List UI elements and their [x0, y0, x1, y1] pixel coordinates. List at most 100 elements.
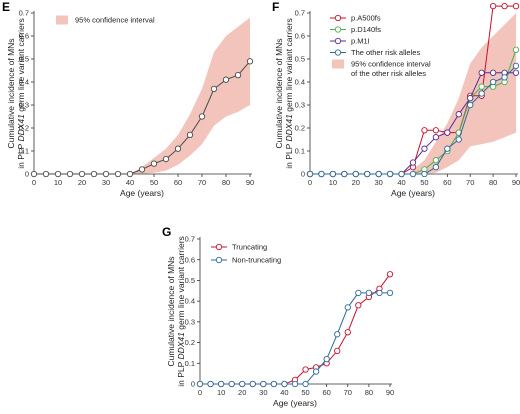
- panel-g-series-non-truncating-point: [249, 380, 256, 388]
- panel-f-series-the-other-risk-alleles-point: [455, 136, 462, 143]
- panel-e-x-tick-label: 60: [174, 178, 182, 187]
- panel-f-x-tick-label: 60: [443, 178, 451, 187]
- panel-e-series-cumulative-incidence-point: [66, 170, 74, 178]
- panel-g-series-non-truncating-point: [334, 331, 341, 338]
- panel-f-legend-entry: The other risk alleles: [351, 48, 420, 57]
- panel-e-series-cumulative-incidence-point: [30, 170, 38, 178]
- panel-g-legend-entry: Non-truncating: [232, 256, 281, 265]
- panel-g-series-truncating-point: [386, 271, 394, 278]
- panel-f-legend-marker: [334, 14, 342, 22]
- panel-f-legend: p.A500fs p.D140fs p.M1I The other risk alle…: [330, 14, 431, 78]
- panel-f-legend-entry: p.M1I: [351, 37, 370, 46]
- panel-e-x-tick-label: 0: [32, 178, 36, 187]
- panel-g-series-non-truncating-point: [228, 380, 235, 388]
- panel-g-legend-marker: [215, 256, 223, 264]
- panel-f: F 0 0.1 0.2 0.3 0.4 0.5 0.6 0.7 0 10 20 30 40 50 60 70 80…: [272, 0, 520, 198]
- panel-f-legend-band-swatch: [332, 59, 344, 69]
- panel-f-x-tick-label: 0: [308, 178, 312, 187]
- panel-g-legend-entry: Truncating: [232, 243, 267, 252]
- panel-f-series-p-a500fs-point: [489, 2, 497, 10]
- panel-e-legend: 95% confidence interval: [56, 15, 155, 25]
- panel-e-series-cumulative-incidence-point: [234, 71, 242, 79]
- panel-e-series-cumulative-incidence-point: [90, 170, 98, 178]
- panel-f-x-tick-label: 70: [466, 178, 474, 187]
- panel-g-y-tick-label: 0.1: [185, 359, 195, 368]
- panel-f-series-p-m1i-point: [421, 145, 428, 152]
- panel-g-series-non-truncating-point: [239, 380, 246, 388]
- panel-e-x-tick-label: 80: [222, 178, 230, 187]
- panel-e-series-cumulative-incidence-point: [42, 170, 50, 178]
- panel-e-y-tick-label: 0.2: [19, 124, 29, 133]
- panel-f-y-tick-label: 0.7: [295, 9, 305, 18]
- panel-f-series-p-d140fs-point: [512, 46, 520, 53]
- panel-e-y-tick-label: 0.3: [19, 101, 29, 110]
- panel-f-series-p-m1i-point: [467, 94, 474, 102]
- panel-e-y-tick-label: 0.4: [19, 78, 29, 87]
- panel-g-x-tick-label: 40: [280, 388, 288, 397]
- panel-f-x-tick-label: 10: [329, 178, 337, 187]
- panel-f-series-the-other-risk-alleles-point: [375, 170, 382, 178]
- panel-g-series-non-truncating-point: [270, 380, 278, 388]
- panel-f-series-p-m1i-point: [409, 159, 417, 166]
- panel-f-series-the-other-risk-alleles-point: [512, 62, 520, 70]
- panel-f-series-p-m1i-point: [432, 134, 440, 141]
- panel-f-series-the-other-risk-alleles-point: [489, 78, 497, 86]
- panel-e-series-cumulative-incidence-point: [246, 58, 254, 65]
- panel-f-series-p-m1i-point: [455, 111, 462, 118]
- panel-e-series-cumulative-incidence-point: [186, 131, 194, 139]
- panel-g-series-non-truncating-point: [386, 289, 394, 297]
- panel-f-x-tick-label: 40: [397, 178, 405, 187]
- panel-f-series-the-other-risk-alleles-point: [467, 101, 474, 109]
- panel-f-series-the-other-risk-alleles-point: [352, 170, 359, 178]
- panel-e-y-tick-label: 0.6: [19, 32, 29, 41]
- panel-e-confidence-band: [130, 17, 250, 174]
- panel-g-series-non-truncating-point: [291, 380, 299, 388]
- panel-f-y-tick-label: 0.5: [295, 55, 305, 64]
- panel-f-y-tick-label: 0: [301, 170, 305, 179]
- panel-e-x-tick-label: 50: [150, 178, 158, 187]
- panel-g-series-non-truncating-point: [312, 368, 320, 375]
- panel-g-label: G: [162, 225, 171, 239]
- panel-g-y-tick-label: 0.5: [185, 276, 195, 285]
- panel-f-series-the-other-risk-alleles-point: [306, 170, 314, 178]
- panel-e-series-cumulative-incidence-point: [150, 160, 158, 167]
- panel-f-series-the-other-risk-alleles-point: [364, 170, 371, 178]
- panel-f-series-p-d140fs-point: [478, 83, 485, 90]
- panel-f-y-tick-label: 0.1: [295, 147, 305, 156]
- panel-f-confidence-band: [413, 13, 516, 174]
- panel-e-x-tick-label: 10: [54, 178, 62, 187]
- panel-e-x-tick-label: 90: [246, 178, 254, 187]
- panel-f-series-p-d140fs-point: [432, 157, 440, 164]
- panel-g-x-tick-label: 70: [344, 388, 352, 397]
- panel-g-series-non-truncating-point: [376, 289, 383, 297]
- panel-g-series-truncating-line: [200, 273, 391, 385]
- panel-g-x-tick-label: 80: [365, 388, 373, 397]
- panel-f-series-the-other-risk-alleles-point: [386, 170, 394, 178]
- panel-f-x-tick-label: 30: [374, 178, 382, 187]
- panel-g-y-tick-label: 0.7: [185, 235, 195, 244]
- panel-f-series-the-other-risk-alleles-point: [318, 170, 325, 178]
- panel-g-series-non-truncating-point: [207, 380, 214, 388]
- panel-f-label: F: [272, 0, 279, 14]
- panel-f-legend-marker: [334, 37, 342, 45]
- panel-f-series-p-a500fs-point: [432, 127, 440, 134]
- panel-e-series-cumulative-incidence-point: [102, 170, 110, 178]
- panel-f-legend-entry: p.D140fs: [351, 25, 381, 34]
- panel-g-series-non-truncating-point: [323, 355, 330, 363]
- panel-g-x-tick-label: 30: [259, 388, 267, 397]
- panel-f-series-the-other-risk-alleles-point: [478, 90, 485, 97]
- panel-f-series-the-other-risk-alleles-point: [409, 170, 417, 178]
- panel-e-label: E: [2, 0, 10, 14]
- panel-g-y-tick-label: 0.3: [185, 317, 195, 326]
- panel-f-x-tick-label: 80: [489, 178, 497, 187]
- panel-f-series-p-m1i-point: [512, 69, 520, 76]
- panel-g-series-non-truncating-line: [200, 292, 390, 385]
- panel-f-series-p-a500fs-point: [501, 2, 508, 10]
- panel-f-series-the-other-risk-alleles-point: [329, 170, 337, 178]
- panel-g-series-truncating-point: [344, 329, 351, 336]
- panel-g-series-non-truncating-point: [302, 380, 309, 388]
- panel-e-x-tick-label: 30: [102, 178, 110, 187]
- panel-g-x-tick-label: 50: [301, 388, 309, 397]
- panel-e-series-cumulative-incidence-point: [54, 170, 62, 178]
